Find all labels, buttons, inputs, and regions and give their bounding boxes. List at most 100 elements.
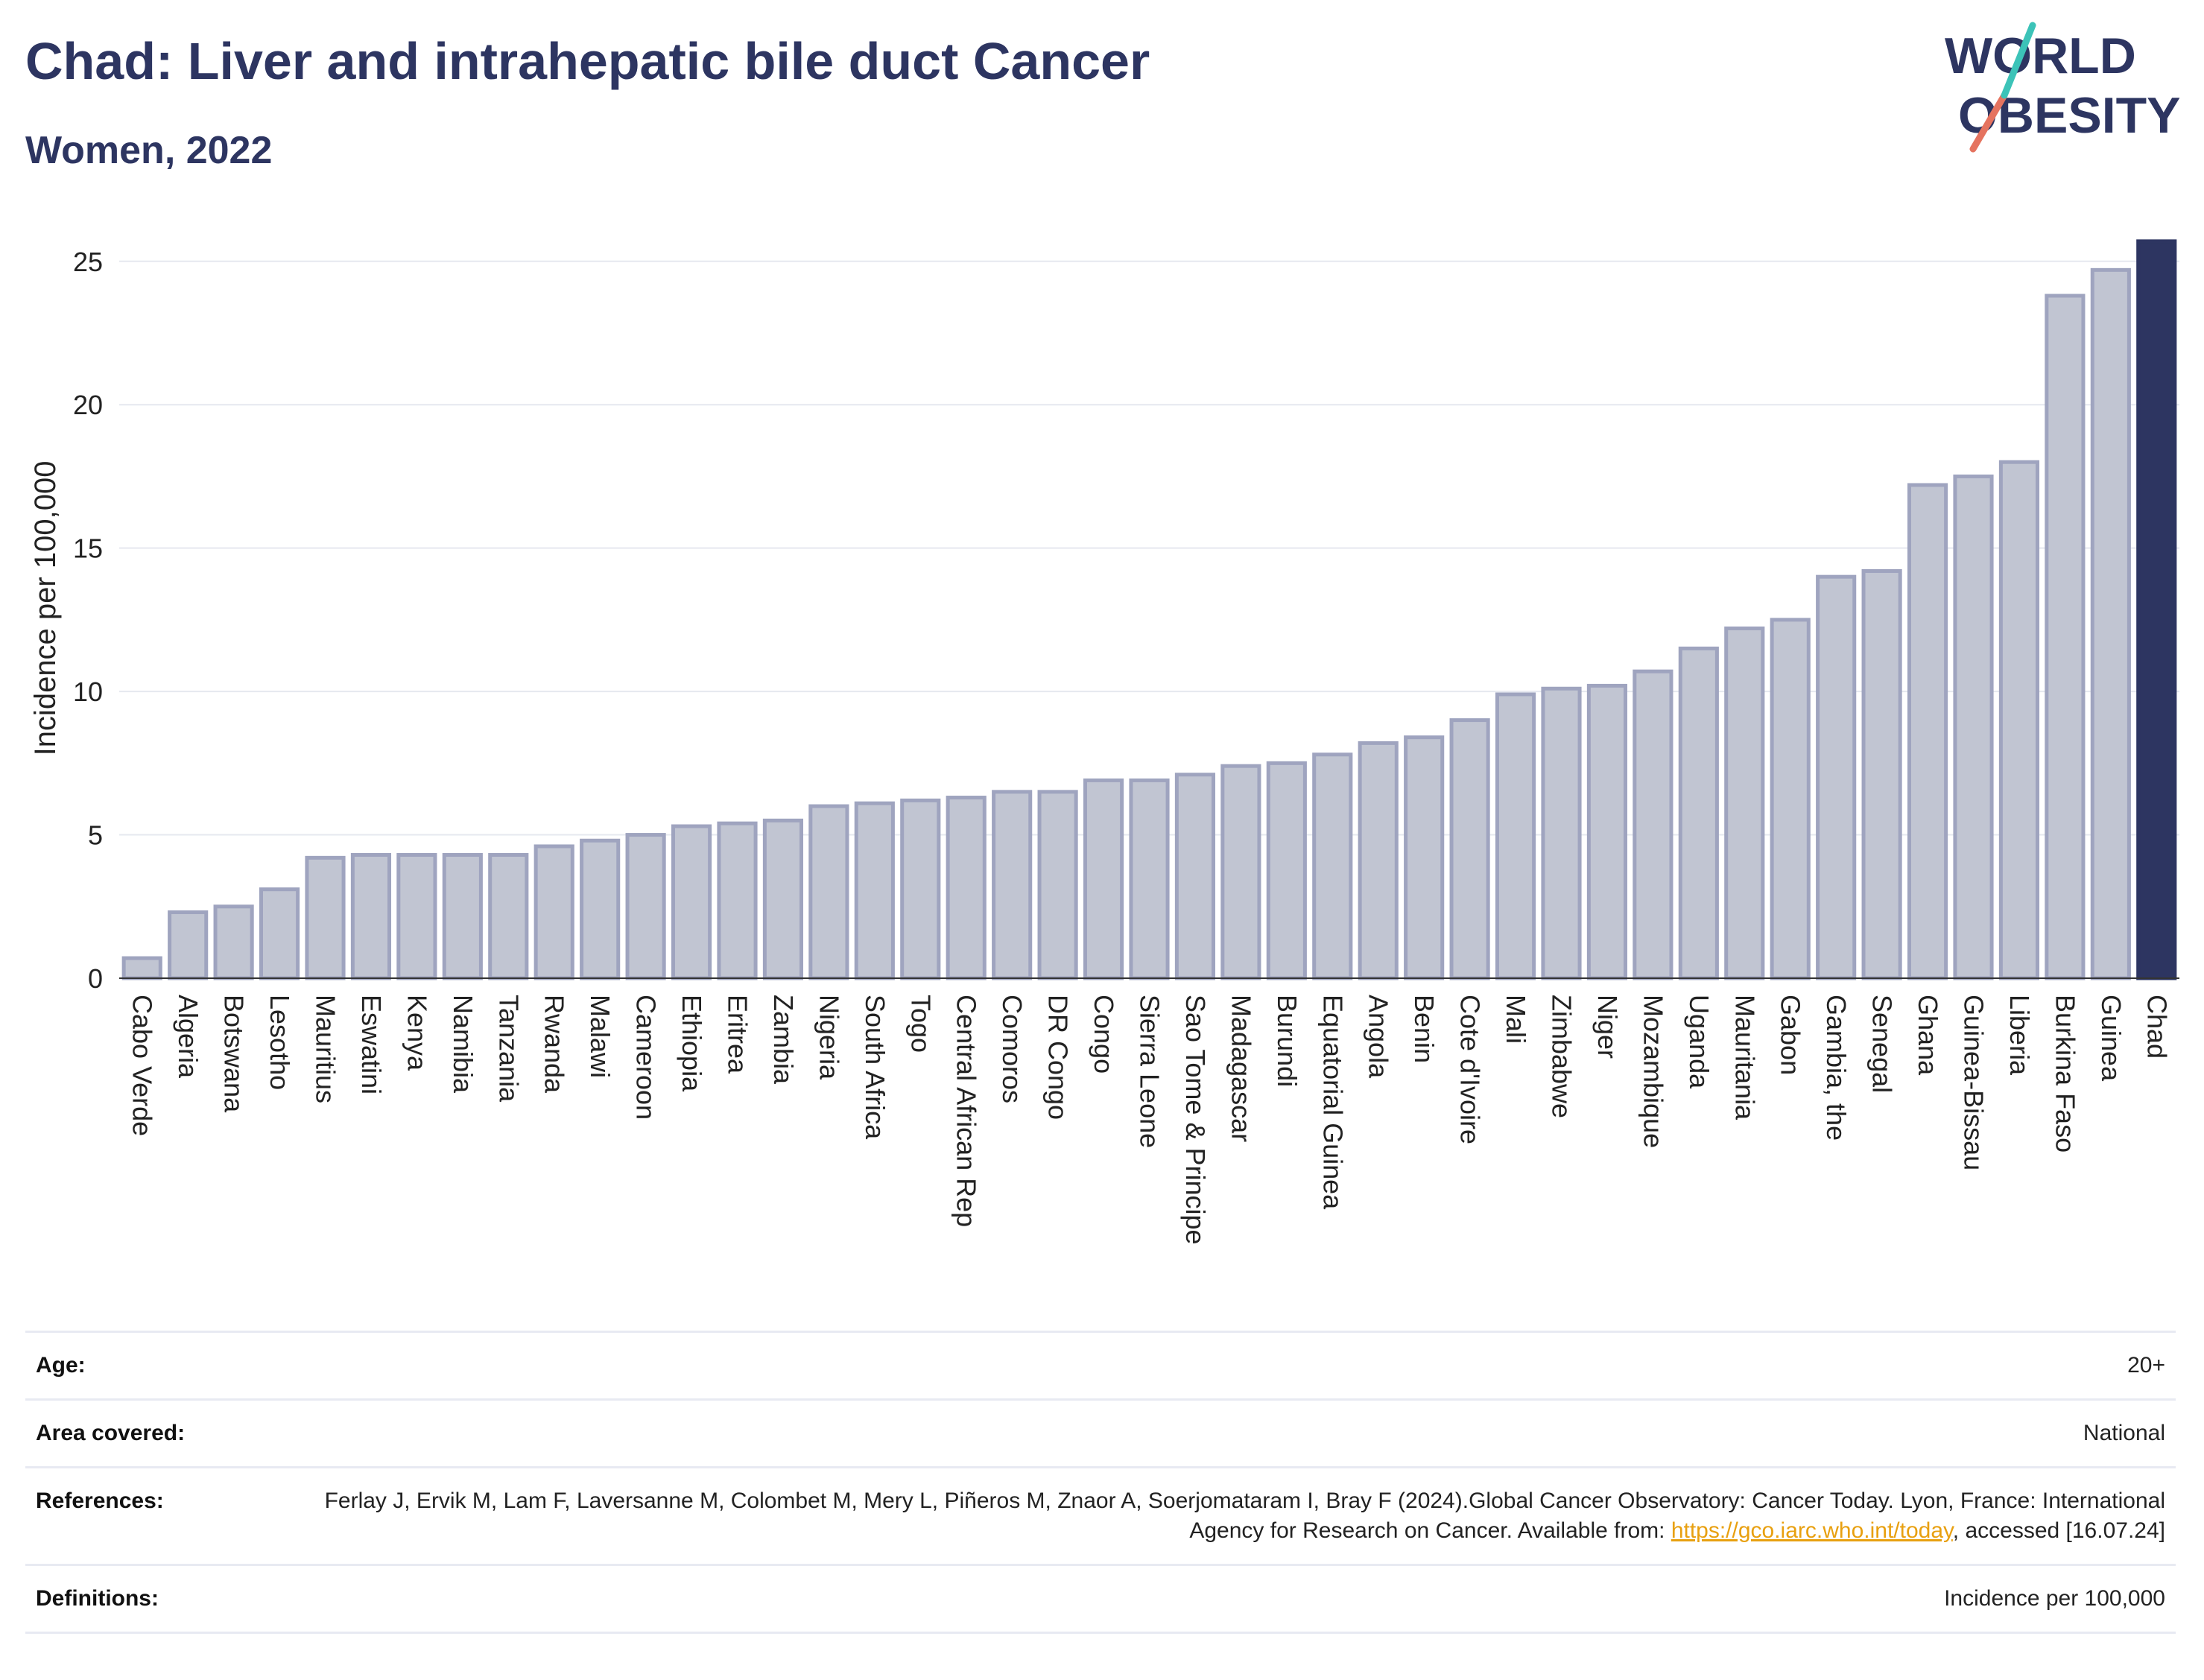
bar-lesotho <box>259 887 300 980</box>
bar-cote-d-ivoire <box>1449 718 1490 980</box>
meta-row-age: Age: 20+ <box>25 1331 2176 1398</box>
x-tick-label: Guinea-Bissau <box>1959 995 1989 1170</box>
y-tick-label: 15 <box>73 533 103 564</box>
x-tick-label: Mozambique <box>1638 995 1668 1148</box>
bar-burundi <box>1266 761 1307 980</box>
bar-eswatini <box>350 853 392 980</box>
x-tick-label: Central African Rep <box>951 995 982 1227</box>
x-tick-label: Uganda <box>1684 995 1714 1089</box>
y-tick-label: 20 <box>73 390 103 420</box>
x-tick-label: Zimbabwe <box>1547 995 1577 1118</box>
x-tick-label: Mauritania <box>1729 995 1760 1120</box>
definitions-label: Definitions: <box>36 1586 159 1611</box>
x-tick-label: Namibia <box>448 995 478 1094</box>
x-tick-label: Ethiopia <box>677 995 707 1092</box>
x-tick-label: Kenya <box>402 995 432 1071</box>
x-tick-label: Mauritius <box>311 995 341 1103</box>
bar-zimbabwe <box>1541 686 1582 980</box>
world-obesity-logo: WORLD OBESITY <box>1945 22 2181 153</box>
x-tick-label: Gabon <box>1776 995 1806 1075</box>
bar-gabon <box>1770 618 1811 980</box>
bar-togo <box>900 798 941 980</box>
meta-row-definitions: Definitions: Incidence per 100,000 <box>25 1564 2176 1634</box>
x-tick-label: Burkina Faso <box>2050 995 2080 1153</box>
bar-south-africa <box>854 801 895 980</box>
references-accessed: , accessed [16.07.24] <box>1952 1518 2165 1543</box>
chart-title: Chad: Liver and intrahepatic bile duct C… <box>25 32 1150 90</box>
bar-liberia <box>1998 460 2040 980</box>
y-tick-label: 10 <box>73 676 103 707</box>
x-tick-label: Eritrea <box>723 995 753 1074</box>
x-tick-label: DR Congo <box>1043 995 1074 1120</box>
x-tick-label: Eswatini <box>356 995 387 1094</box>
bar-equatorial-guinea <box>1312 752 1353 980</box>
y-tick-label: 0 <box>88 963 103 994</box>
x-tick-label: Benin <box>1409 995 1440 1063</box>
bar-cameroon <box>625 833 666 980</box>
x-tick-label: Zambia <box>768 995 799 1085</box>
y-axis-title: Incidence per 100,000 <box>29 461 62 756</box>
bar-nigeria <box>808 804 849 980</box>
bar-cabo-verde <box>121 956 162 980</box>
bar-tanzania <box>488 853 529 980</box>
bar-rwanda <box>533 844 574 980</box>
bar-angola <box>1358 741 1399 980</box>
x-tick-label: Liberia <box>2004 995 2035 1076</box>
x-axis-labels: Cabo Verde Algeria Botswana Lesotho Mauritiu… <box>127 995 2173 1245</box>
x-tick-label: Equatorial Guinea <box>1317 995 1348 1210</box>
chart-subtitle: Women, 2022 <box>25 129 273 172</box>
bar-benin <box>1404 735 1445 980</box>
bar-chart: 0 5 10 15 20 25 Cabo Verde Algeria Botswana Leso… <box>29 239 2179 1245</box>
logo-line1: WORLD <box>1945 28 2136 84</box>
x-tick-label: Sao Tome & Principe <box>1180 995 1211 1245</box>
bar-burkina-faso <box>2045 294 2086 980</box>
x-tick-label: Nigeria <box>814 995 844 1080</box>
y-axis-ticks: 0 5 10 15 20 25 <box>73 247 103 994</box>
x-tick-label: Sierra Leone <box>1135 995 1165 1148</box>
x-tick-label: Ghana <box>1913 995 1943 1076</box>
bar-kenya <box>396 853 437 980</box>
x-tick-label: Gambia, the <box>1821 995 1852 1141</box>
logo-slash-teal <box>2001 22 2036 99</box>
x-tick-label: Senegal <box>1867 995 1898 1093</box>
references-link[interactable]: https://gco.iarc.who.int/today <box>1671 1518 1953 1543</box>
bar-namibia <box>442 853 483 980</box>
area-label: Area covered: <box>36 1421 186 1445</box>
x-tick-label: Chad <box>2141 995 2172 1059</box>
age-label: Age: <box>36 1353 86 1378</box>
x-tick-label: Cote d'Ivoire <box>1455 995 1486 1144</box>
bar-guinea-bissau <box>1953 474 1994 980</box>
bar-eritrea <box>717 821 758 980</box>
references-value: Ferlay J, Ervik M, Lam F, Laversanne M, … <box>303 1486 2165 1546</box>
bar-mali <box>1495 692 1536 980</box>
x-tick-label: Congo <box>1089 995 1119 1074</box>
x-tick-label: Burundi <box>1272 995 1302 1087</box>
bars <box>121 239 2177 980</box>
x-tick-label: South Africa <box>860 995 890 1140</box>
x-tick-label: Niger <box>1592 995 1623 1059</box>
bar-uganda <box>1678 646 1719 980</box>
bar-mauritius <box>305 855 346 980</box>
bar-botswana <box>213 904 254 980</box>
area-value: National <box>2083 1421 2165 1445</box>
x-tick-label: Lesotho <box>265 995 295 1090</box>
bar-central-african-rep <box>946 796 987 980</box>
x-tick-label: Botswana <box>219 995 250 1113</box>
y-tick-label: 5 <box>88 820 103 851</box>
x-tick-label: Comoros <box>997 995 1027 1103</box>
bar-gambia-the <box>1816 574 1857 980</box>
bar-dr-congo <box>1037 790 1078 980</box>
bar-ghana <box>1907 483 1948 980</box>
meta-row-area: Area covered: National <box>25 1398 2176 1466</box>
bar-sao-tome-principe <box>1174 773 1216 980</box>
bar-senegal <box>1861 568 1902 980</box>
x-tick-label: Rwanda <box>539 995 570 1094</box>
x-tick-label: Guinea <box>2096 995 2127 1082</box>
bar-congo <box>1083 778 1124 980</box>
bar-algeria <box>168 910 209 980</box>
bar-guinea <box>2090 267 2131 980</box>
metadata-table: Age: 20+ Area covered: National Referenc… <box>25 1331 2176 1634</box>
x-tick-label: Algeria <box>173 995 203 1079</box>
bar-chad <box>2136 239 2177 980</box>
bar-madagascar <box>1220 764 1261 980</box>
